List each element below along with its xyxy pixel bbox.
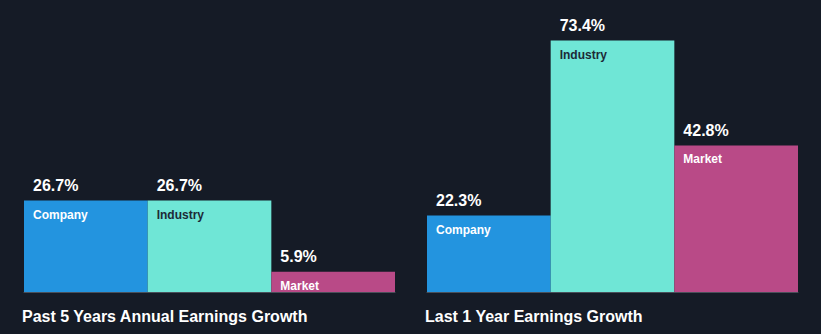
svg-text:Market: Market <box>280 279 319 293</box>
svg-text:Industry: Industry <box>560 48 608 62</box>
svg-text:5.9%: 5.9% <box>280 248 316 265</box>
svg-text:Past 5 Years Annual Earnings G: Past 5 Years Annual Earnings Growth <box>22 308 307 325</box>
svg-text:Last 1 Year Earnings Growth: Last 1 Year Earnings Growth <box>425 308 643 325</box>
svg-text:42.8%: 42.8% <box>683 122 728 139</box>
svg-text:Industry: Industry <box>157 208 205 222</box>
svg-text:26.7%: 26.7% <box>33 177 78 194</box>
svg-text:26.7%: 26.7% <box>157 177 202 194</box>
svg-text:Company: Company <box>33 208 88 222</box>
svg-text:22.3%: 22.3% <box>436 192 481 209</box>
svg-text:73.4%: 73.4% <box>560 17 605 34</box>
svg-text:Company: Company <box>436 223 491 237</box>
svg-text:Market: Market <box>683 152 722 166</box>
